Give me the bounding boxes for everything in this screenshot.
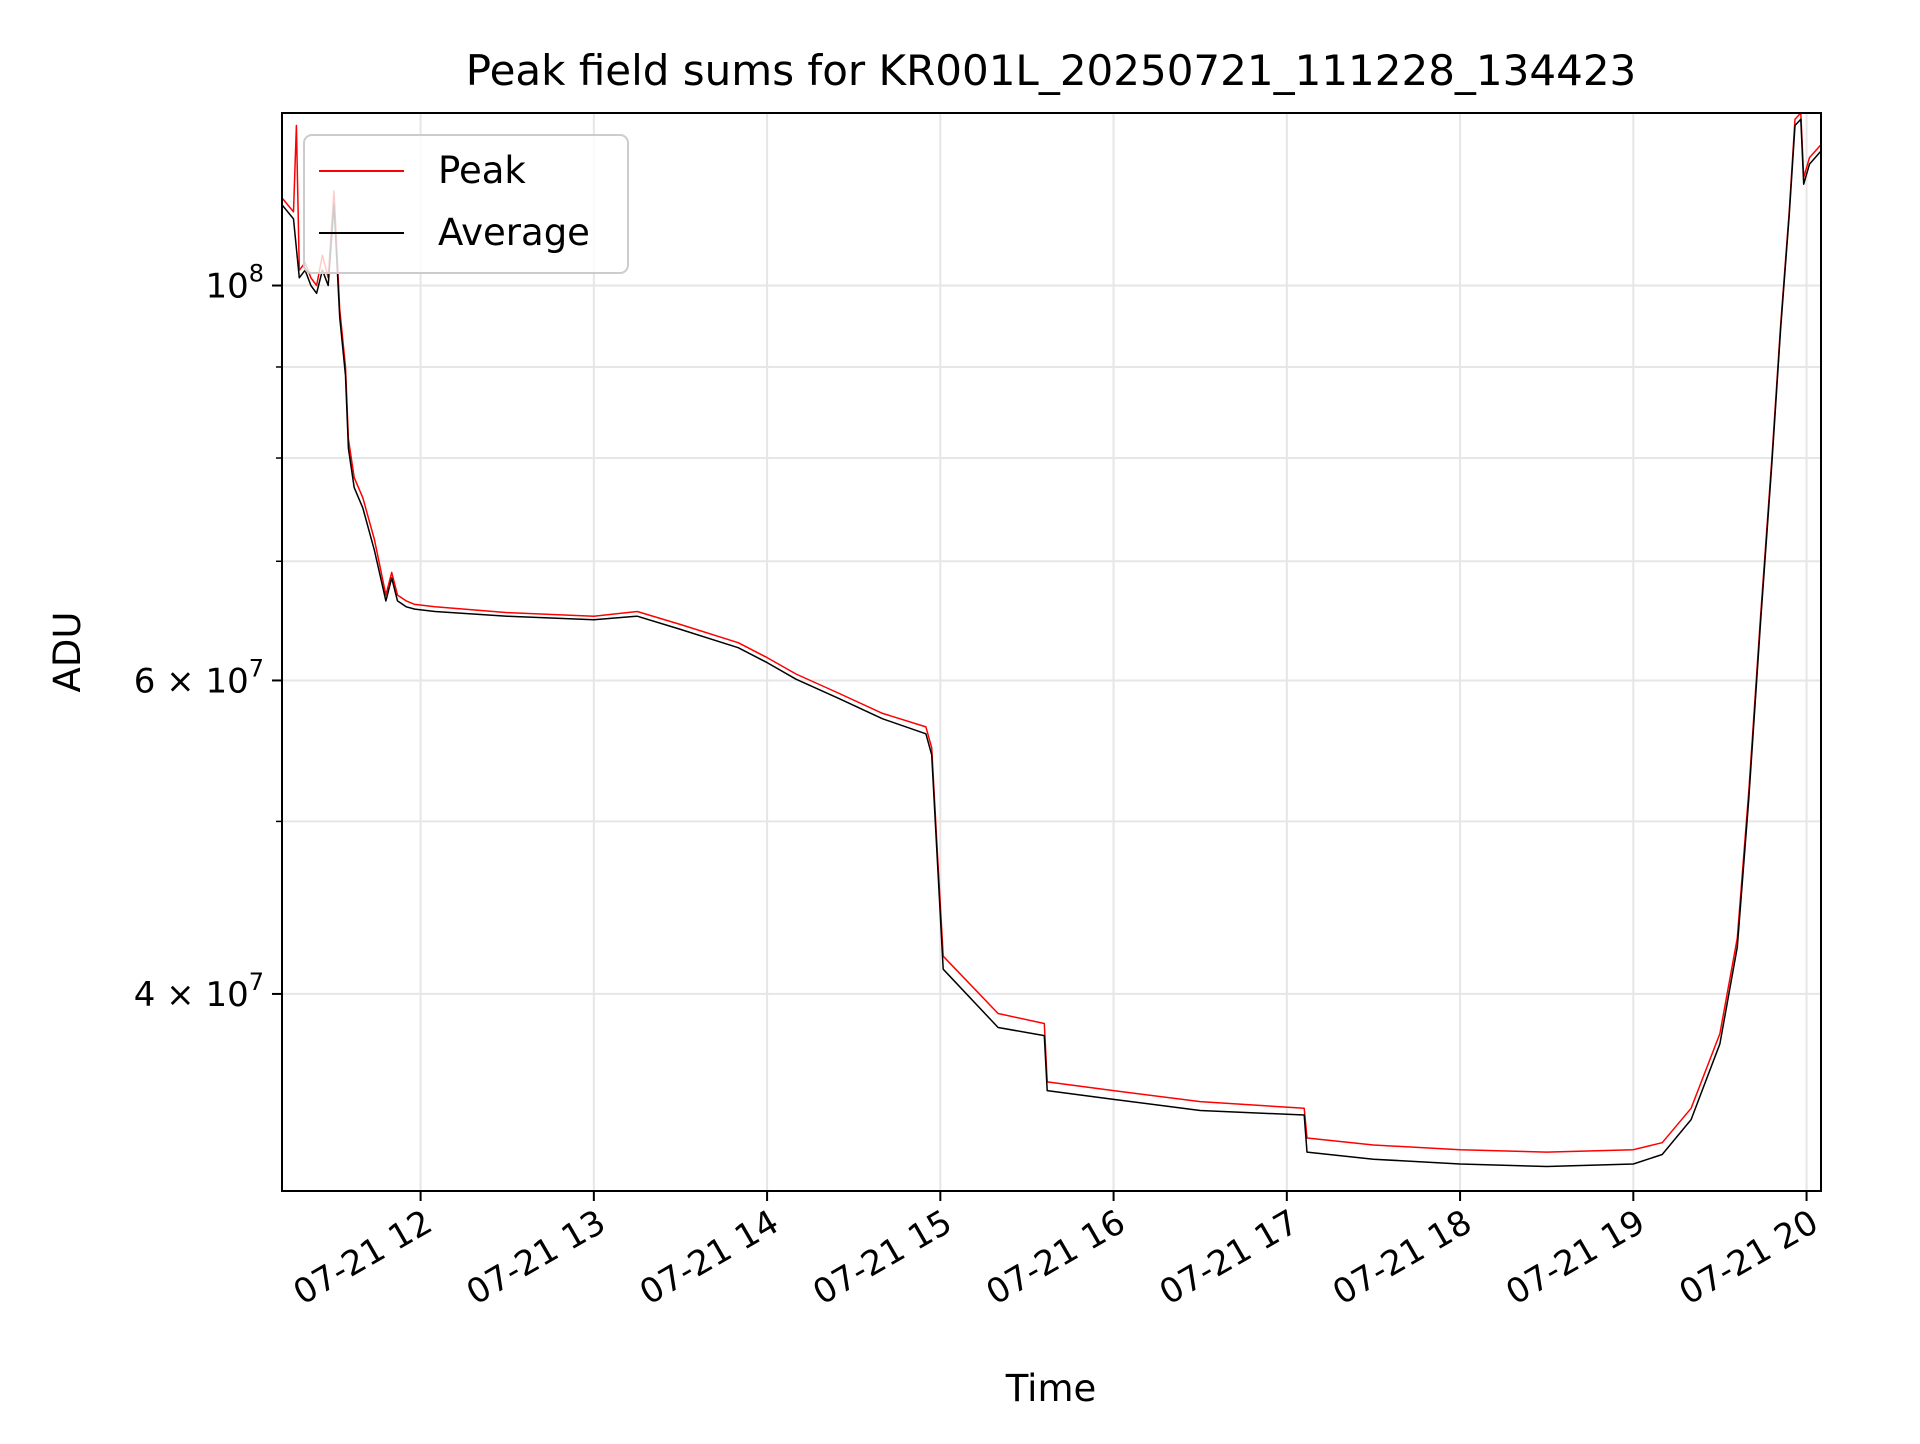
y-tick-label-base: 6 × 10 [134,661,249,701]
y-tick-label-base: 4 × 10 [134,975,249,1015]
y-tick-label-exponent: 7 [249,968,264,996]
y-tick-label-base: 10 [205,267,248,307]
y-tick-label: 6 × 107 [134,654,264,701]
plot-frame [281,112,1822,1192]
chart-title: Peak field sums for KR001L_20250721_1112… [466,46,1637,95]
series-line-average [281,118,1822,1168]
legend: Peak Average [303,134,629,274]
y-tick-label-exponent: 8 [249,260,264,288]
x-axis-label: Time [1005,1367,1097,1410]
y-axis-label: ADU [46,612,89,693]
legend-box [303,134,629,274]
y-tick-label-exponent: 7 [249,654,264,682]
y-tick-label: 4 × 107 [134,968,264,1015]
legend-label-peak: Peak [438,149,526,192]
legend-label-average: Average [438,211,590,254]
series-layer [281,112,1822,1168]
y-tick-label: 108 [205,260,264,307]
grid-lines [282,113,1821,1191]
